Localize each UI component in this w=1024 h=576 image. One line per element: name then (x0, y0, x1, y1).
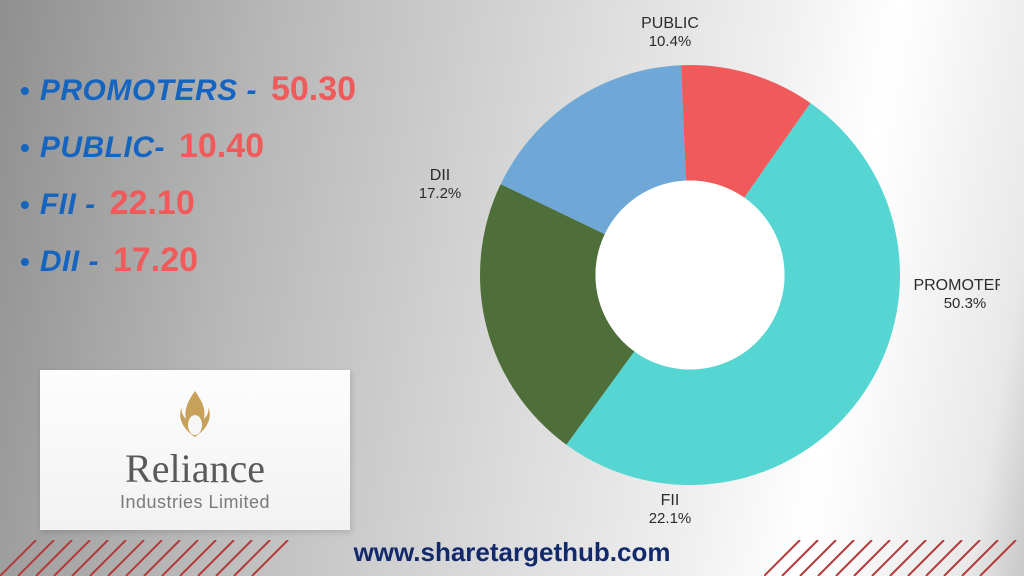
donut-center (596, 181, 785, 370)
bullet-icon: • (20, 191, 30, 219)
list-item: • FII - 22.10 (20, 184, 356, 223)
donut-svg: PROMOTERS50.3% FII22.1% DII17.2% PUBLIC10.4… (420, 10, 1000, 530)
logo-subtitle: Industries Limited (120, 492, 270, 513)
list-label: FII - (40, 188, 96, 222)
slice-label-fii: FII (661, 492, 680, 509)
footer-stripes-left (0, 540, 290, 576)
slice-pct-dii: 17.2% (420, 185, 461, 202)
bullet-icon: • (20, 77, 30, 105)
list-value: 22.10 (110, 184, 195, 223)
slice-label-public: PUBLIC (641, 15, 699, 32)
list-item: • PUBLIC- 10.40 (20, 127, 356, 166)
slice-pct-public: 10.4% (649, 33, 692, 50)
shareholding-donut-chart: PROMOTERS50.3% FII22.1% DII17.2% PUBLIC10.4… (420, 10, 1000, 530)
footer-stripes-right (764, 540, 1024, 576)
list-label: DII - (40, 245, 99, 279)
list-item: • PROMOTERS - 50.30 (20, 70, 356, 109)
list-label: PROMOTERS - (40, 74, 257, 108)
list-value: 10.40 (179, 127, 264, 166)
list-value: 50.30 (271, 70, 356, 109)
flame-icon (168, 387, 222, 441)
slice-label-dii: DII (430, 167, 450, 184)
logo-title: Reliance (125, 445, 265, 492)
list-item: • DII - 17.20 (20, 241, 356, 280)
company-logo: Reliance Industries Limited (40, 370, 350, 530)
slice-label-promoters: PROMOTERS (913, 277, 1000, 294)
list-value: 17.20 (113, 241, 198, 280)
bullet-icon: • (20, 134, 30, 162)
shareholding-list: • PROMOTERS - 50.30 • PUBLIC- 10.40 • FI… (20, 70, 356, 298)
slice-pct-fii: 22.1% (649, 510, 692, 527)
slice-pct-promoters: 50.3% (944, 295, 987, 312)
list-label: PUBLIC- (40, 131, 165, 165)
footer-url: www.sharetargethub.com (354, 537, 671, 568)
bullet-icon: • (20, 248, 30, 276)
